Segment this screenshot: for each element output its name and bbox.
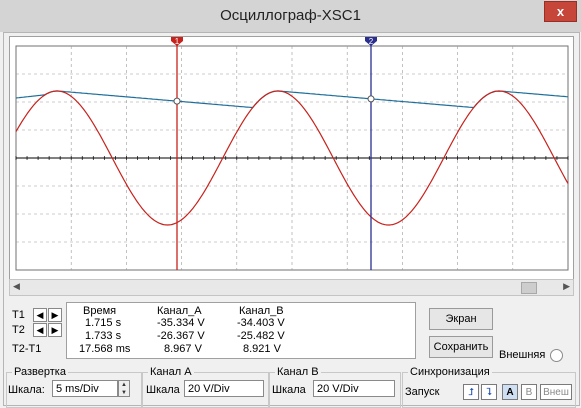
falling-edge-icon[interactable]: ⮧ — [481, 384, 497, 400]
channel-a-group-label: Канал A — [148, 366, 194, 378]
waveform-display: 1 2 — [15, 37, 569, 271]
cursor-t2-marker: 2 — [369, 37, 374, 46]
external-label: Внешняя — [499, 349, 546, 361]
center-axis — [15, 156, 569, 160]
delta-time: 17.568 ms — [79, 343, 131, 355]
scrollbar-thumb[interactable] — [521, 282, 537, 294]
header-channel-b: Канал_B — [239, 305, 284, 317]
save-button[interactable]: Сохранить — [429, 336, 493, 358]
t2-channel-b: -25.482 V — [237, 330, 285, 342]
title-bar: Осциллограф-XSC1 x — [0, 0, 581, 32]
sync-group-label: Синхронизация — [408, 366, 492, 378]
time-scrollbar[interactable]: ◀ ▶ — [9, 279, 574, 296]
t1-right-arrow-icon[interactable]: ▶ — [48, 308, 62, 322]
cursor-t2-handle[interactable] — [365, 37, 377, 46]
delta-channel-b: 8.921 V — [243, 343, 281, 355]
t1-left-arrow-icon[interactable]: ◀ — [33, 308, 47, 322]
scroll-left-icon[interactable]: ◀ — [13, 281, 20, 291]
cursor-t1-probe-point — [173, 97, 181, 105]
delta-channel-a: 8.967 V — [164, 343, 202, 355]
t2-left-arrow-icon[interactable]: ◀ — [33, 323, 47, 337]
graticule-grid — [16, 46, 568, 270]
t1-time: 1.715 s — [85, 317, 122, 329]
screen-button[interactable]: Экран — [429, 308, 493, 330]
spin-down-icon: ▼ — [121, 390, 127, 396]
close-button[interactable]: x — [544, 1, 577, 22]
cursor-t1-handle[interactable] — [171, 37, 183, 46]
t2-label: T2 — [12, 324, 25, 336]
trigger-source-b[interactable]: B — [521, 384, 537, 400]
channel-a-scale-label: Шкала — [146, 384, 180, 396]
t1-channel-a: -35.334 V — [157, 317, 205, 329]
trigger-source-external[interactable]: Внеш — [540, 384, 572, 400]
channel-a-waveform — [15, 90, 569, 226]
scroll-right-icon[interactable]: ▶ — [563, 281, 570, 291]
sweep-group-label: Развертка — [12, 366, 68, 378]
channel-a-scale-field[interactable]: 20 V/Div — [184, 380, 264, 397]
rising-edge-icon[interactable]: ⮥ — [463, 384, 479, 400]
trigger-source-a[interactable]: A — [502, 384, 518, 400]
external-radio[interactable] — [550, 349, 563, 362]
t2-time: 1.733 s — [85, 330, 122, 342]
t1-channel-b: -34.403 V — [237, 317, 285, 329]
window-title: Осциллограф-XSC1 — [220, 7, 361, 24]
t1-label: T1 — [12, 309, 25, 321]
header-channel-a: Канал_A — [157, 305, 202, 317]
sweep-scale-label: Шкала: — [8, 384, 45, 396]
sweep-scale-spinner[interactable]: ▲ ▼ — [118, 380, 130, 397]
spin-up-icon: ▲ — [121, 382, 127, 388]
cursor-t1-marker: 1 — [175, 37, 180, 46]
t2-right-arrow-icon[interactable]: ▶ — [48, 323, 62, 337]
oscilloscope-screen: 1 2 — [9, 36, 574, 280]
channel-b-group-label: Канал B — [275, 366, 321, 378]
channel-b-scale-field[interactable]: 20 V/Div — [313, 380, 395, 397]
trigger-label: Запуск — [405, 386, 440, 398]
t2-t1-label: T2-T1 — [12, 343, 42, 355]
header-time: Время — [83, 305, 117, 317]
channel-b-scale-label: Шкала — [272, 384, 306, 396]
measurement-panel: Время Канал_A Канал_B 1.715 s -35.334 V … — [66, 302, 416, 359]
t2-channel-a: -26.367 V — [157, 330, 205, 342]
cursor-t2-probe-point — [367, 95, 375, 103]
sweep-scale-field[interactable]: 5 ms/Div — [52, 380, 118, 397]
